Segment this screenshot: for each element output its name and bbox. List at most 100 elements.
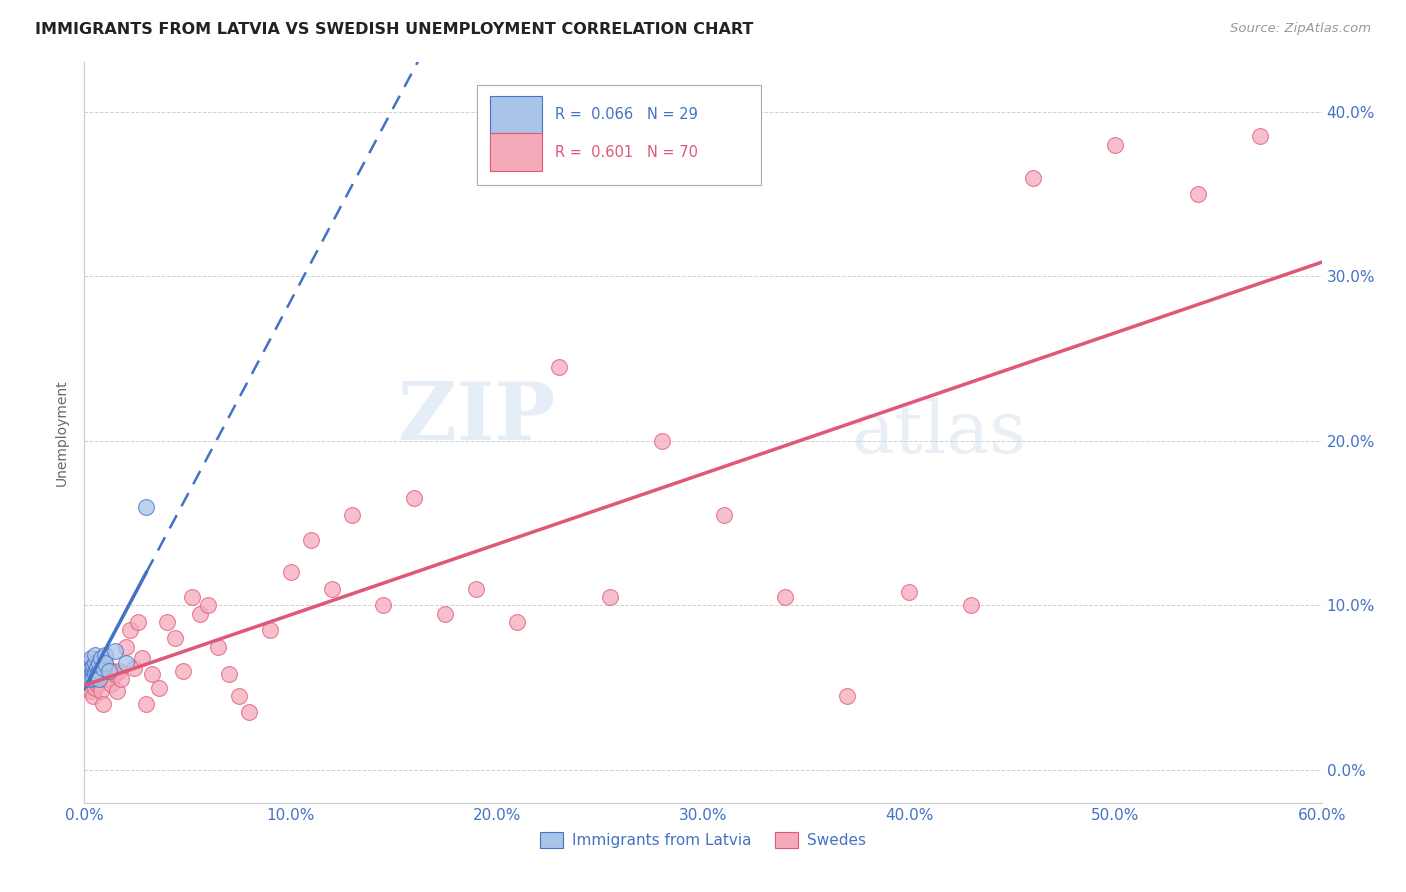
Point <box>83 664 105 678</box>
Point <box>82 659 104 673</box>
Point <box>79 651 101 665</box>
Point <box>122 661 145 675</box>
Point <box>373 599 395 613</box>
Point <box>960 599 983 613</box>
Point <box>135 697 157 711</box>
Point <box>114 640 136 654</box>
Point <box>118 623 141 637</box>
Point <box>207 640 229 654</box>
Point <box>197 599 219 613</box>
FancyBboxPatch shape <box>491 95 543 135</box>
Point <box>506 615 529 629</box>
Text: ZIP: ZIP <box>398 379 554 457</box>
Point <box>180 590 202 604</box>
FancyBboxPatch shape <box>491 133 543 171</box>
Point <box>83 648 105 662</box>
Point <box>94 656 117 670</box>
Point <box>87 664 110 678</box>
Point <box>100 677 122 691</box>
Point <box>77 656 100 670</box>
Point <box>82 664 104 678</box>
Point <box>547 359 569 374</box>
Point <box>87 673 110 687</box>
Point <box>87 664 110 678</box>
Point <box>280 566 302 580</box>
Point <box>87 656 110 670</box>
Point <box>86 661 108 675</box>
Point <box>775 590 797 604</box>
Point <box>165 632 187 646</box>
Point <box>135 500 157 514</box>
Point <box>77 661 100 675</box>
Point <box>86 656 108 670</box>
Point <box>87 673 110 687</box>
Text: R =  0.601   N = 70: R = 0.601 N = 70 <box>554 145 697 161</box>
Point <box>1104 137 1126 152</box>
Point <box>104 644 127 658</box>
Point <box>79 661 101 675</box>
Point <box>1249 129 1271 144</box>
Point <box>79 673 101 687</box>
Point <box>77 659 100 673</box>
Point <box>148 681 170 695</box>
Point <box>83 667 105 681</box>
Text: R =  0.066   N = 29: R = 0.066 N = 29 <box>554 107 697 122</box>
Point <box>114 656 136 670</box>
Point <box>98 664 121 678</box>
Point <box>259 623 281 637</box>
Point <box>837 689 859 703</box>
Point <box>172 664 194 678</box>
Point <box>91 661 114 675</box>
Point <box>75 667 97 681</box>
Point <box>77 667 100 681</box>
Point <box>127 615 149 629</box>
Point <box>238 706 260 720</box>
Point <box>90 684 112 698</box>
Point <box>108 664 131 678</box>
Point <box>218 667 240 681</box>
Point <box>713 508 735 522</box>
Point <box>404 491 426 506</box>
Point <box>79 667 101 681</box>
Point <box>83 661 105 675</box>
Point <box>82 689 104 703</box>
Point <box>1187 187 1209 202</box>
Point <box>156 615 179 629</box>
FancyBboxPatch shape <box>477 85 761 185</box>
Point <box>321 582 343 596</box>
Point <box>131 651 153 665</box>
Point <box>75 681 97 695</box>
Point <box>83 667 105 681</box>
Point <box>98 667 121 681</box>
Point <box>86 667 108 681</box>
Point <box>141 667 163 681</box>
Point <box>228 689 250 703</box>
Point <box>898 585 921 599</box>
Point <box>651 434 673 448</box>
Point <box>79 673 101 687</box>
Point <box>83 656 105 670</box>
Point <box>342 508 364 522</box>
Point <box>82 664 104 678</box>
Point <box>83 681 105 695</box>
Point <box>94 673 117 687</box>
Point <box>434 607 457 621</box>
Point <box>110 673 132 687</box>
Text: atlas: atlas <box>852 397 1026 468</box>
Y-axis label: Unemployment: Unemployment <box>55 379 69 486</box>
Point <box>90 651 112 665</box>
Text: Source: ZipAtlas.com: Source: ZipAtlas.com <box>1230 22 1371 36</box>
Point <box>188 607 211 621</box>
Point <box>94 648 117 662</box>
Point <box>75 673 97 687</box>
Point <box>96 664 118 678</box>
Point <box>86 677 108 691</box>
Point <box>75 673 97 687</box>
Point <box>599 590 621 604</box>
Text: IMMIGRANTS FROM LATVIA VS SWEDISH UNEMPLOYMENT CORRELATION CHART: IMMIGRANTS FROM LATVIA VS SWEDISH UNEMPL… <box>35 22 754 37</box>
Point <box>104 667 127 681</box>
Point <box>299 533 322 547</box>
Point <box>90 661 112 675</box>
Point <box>1022 170 1045 185</box>
Point <box>91 697 114 711</box>
